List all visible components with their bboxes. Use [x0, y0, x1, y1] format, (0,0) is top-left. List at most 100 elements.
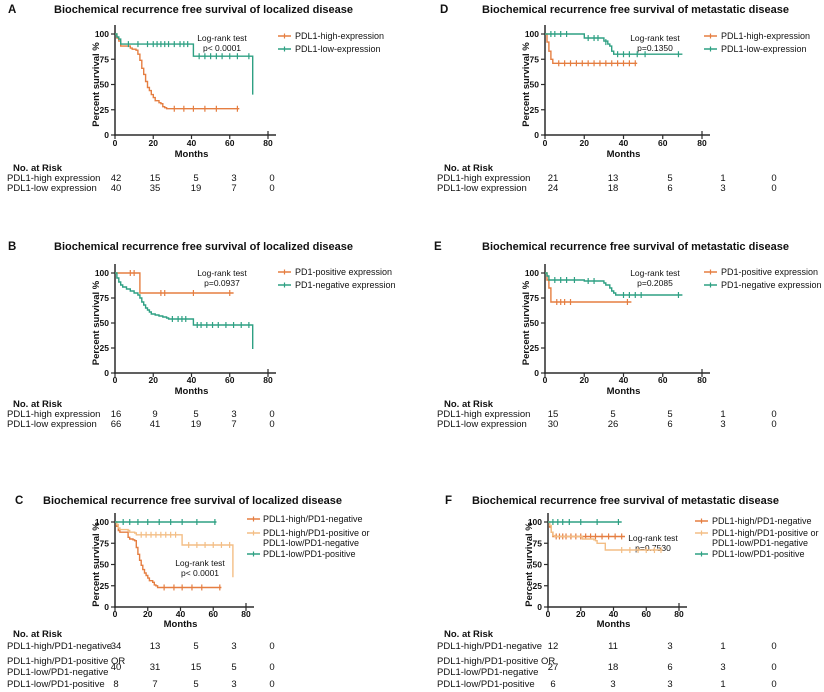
y-tick-label: 75 — [533, 538, 543, 548]
x-tick-label: 0 — [113, 375, 118, 385]
risk-value: 27 — [548, 662, 559, 673]
risk-value: 13 — [150, 641, 161, 652]
risk-value: 7 — [231, 183, 236, 194]
y-tick-label: 100 — [525, 29, 539, 39]
y-tick-label: 100 — [95, 29, 109, 39]
risk-value: 24 — [548, 183, 559, 194]
risk-value: 16 — [111, 409, 122, 420]
x-axis-label: Months — [175, 386, 209, 397]
x-tick-label: 60 — [225, 138, 235, 148]
x-tick-label: 80 — [697, 375, 707, 385]
legend-label: PDL1-high-expression — [721, 31, 810, 41]
logrank-text: p=0.7530 — [635, 543, 671, 553]
y-tick-label: 0 — [104, 602, 109, 612]
y-tick-label: 0 — [534, 368, 539, 378]
risk-value: 34 — [111, 641, 122, 652]
risk-value: 3 — [720, 662, 725, 673]
logrank-text: p=0.1350 — [637, 43, 673, 53]
risk-row-label: PDL1-low/PD1-positive — [7, 679, 105, 690]
risk-value: 30 — [548, 419, 559, 430]
risk-value: 5 — [667, 173, 672, 184]
risk-row-label: PDL1-high/PD1-negative — [437, 641, 542, 652]
panel-letter: B — [8, 241, 16, 253]
legend-label: PD1-positive expression — [295, 267, 392, 277]
risk-value: 11 — [608, 641, 618, 652]
risk-value: 5 — [193, 679, 198, 690]
risk-row-label: PDL1-low expression — [437, 419, 527, 430]
y-tick-label: 0 — [104, 368, 109, 378]
y-tick-label: 0 — [104, 130, 109, 140]
y-tick-label: 100 — [528, 517, 542, 527]
logrank-text: Log-rank test — [197, 33, 247, 43]
km-curve — [545, 33, 683, 55]
panel-title: Biochemical recurrence free survival of … — [482, 241, 789, 253]
risk-value: 19 — [191, 419, 202, 430]
x-tick-label: 80 — [674, 609, 684, 619]
y-tick-label: 100 — [525, 268, 539, 278]
risk-value: 1 — [720, 641, 725, 652]
y-tick-label: 50 — [100, 560, 110, 570]
y-tick-label: 100 — [95, 268, 109, 278]
risk-value: 6 — [667, 662, 672, 673]
risk-value: 6 — [667, 419, 672, 430]
panel-letter: D — [440, 4, 448, 16]
risk-row-label: PDL1-high/PD1-positive OR — [437, 656, 555, 667]
risk-value: 21 — [548, 173, 559, 184]
risk-value: 13 — [608, 173, 619, 184]
x-tick-label: 20 — [580, 138, 590, 148]
x-tick-label: 40 — [609, 609, 619, 619]
panel-letter: A — [8, 4, 16, 16]
y-tick-label: 0 — [537, 602, 542, 612]
logrank-text: Log-rank test — [628, 533, 678, 543]
risk-value: 0 — [771, 679, 776, 690]
x-tick-label: 60 — [658, 138, 668, 148]
logrank-text: p< 0.0001 — [181, 568, 219, 578]
risk-value: 5 — [193, 173, 198, 184]
legend-label: PDL1-high/PD1-positive or — [263, 528, 370, 538]
legend-label: PDL1-low/PD1-negative — [263, 538, 359, 548]
risk-value: 6 — [550, 679, 555, 690]
risk-value: 0 — [771, 183, 776, 194]
risk-value: 0 — [269, 409, 274, 420]
risk-row-label: PDL1-low expression — [7, 419, 97, 430]
x-tick-label: 0 — [543, 138, 548, 148]
risk-value: 5 — [193, 409, 198, 420]
risk-value: 5 — [610, 409, 615, 420]
x-tick-label: 0 — [543, 375, 548, 385]
x-tick-label: 40 — [187, 138, 197, 148]
risk-value: 3 — [667, 641, 672, 652]
x-tick-label: 20 — [143, 609, 153, 619]
km-panel-e: E Biochemical recurrence free survival of… — [434, 241, 822, 430]
risk-value: 0 — [771, 419, 776, 430]
risk-value: 7 — [152, 679, 157, 690]
x-axis-label: Months — [175, 149, 209, 160]
x-tick-label: 40 — [187, 375, 197, 385]
y-tick-label: 0 — [534, 130, 539, 140]
km-curve — [115, 521, 222, 589]
km-curve — [115, 521, 234, 578]
risk-value: 5 — [667, 409, 672, 420]
y-axis-label: Percent survival % — [521, 280, 532, 365]
risk-value: 0 — [771, 641, 776, 652]
x-tick-label: 40 — [619, 375, 629, 385]
risk-value: 3 — [231, 641, 236, 652]
km-curve — [115, 272, 254, 349]
y-tick-label: 50 — [100, 318, 110, 328]
panel-letter: F — [445, 495, 452, 507]
km-panel-c: C Biochemical recurrence free survival of… — [7, 495, 370, 690]
risk-table-header: No. at Risk — [444, 629, 494, 640]
y-axis-label: Percent survival % — [91, 280, 102, 365]
risk-table-header: No. at Risk — [13, 399, 63, 410]
risk-value: 19 — [191, 183, 202, 194]
y-tick-label: 50 — [530, 318, 540, 328]
risk-value: 8 — [113, 679, 118, 690]
legend-label: PDL1-high/PD1-positive or — [712, 528, 819, 538]
risk-value: 6 — [667, 183, 672, 194]
risk-value: 0 — [269, 173, 274, 184]
x-tick-label: 20 — [580, 375, 590, 385]
logrank-text: p=0.2085 — [637, 278, 673, 288]
risk-value: 0 — [269, 679, 274, 690]
y-tick-label: 25 — [530, 343, 540, 353]
risk-value: 3 — [231, 679, 236, 690]
